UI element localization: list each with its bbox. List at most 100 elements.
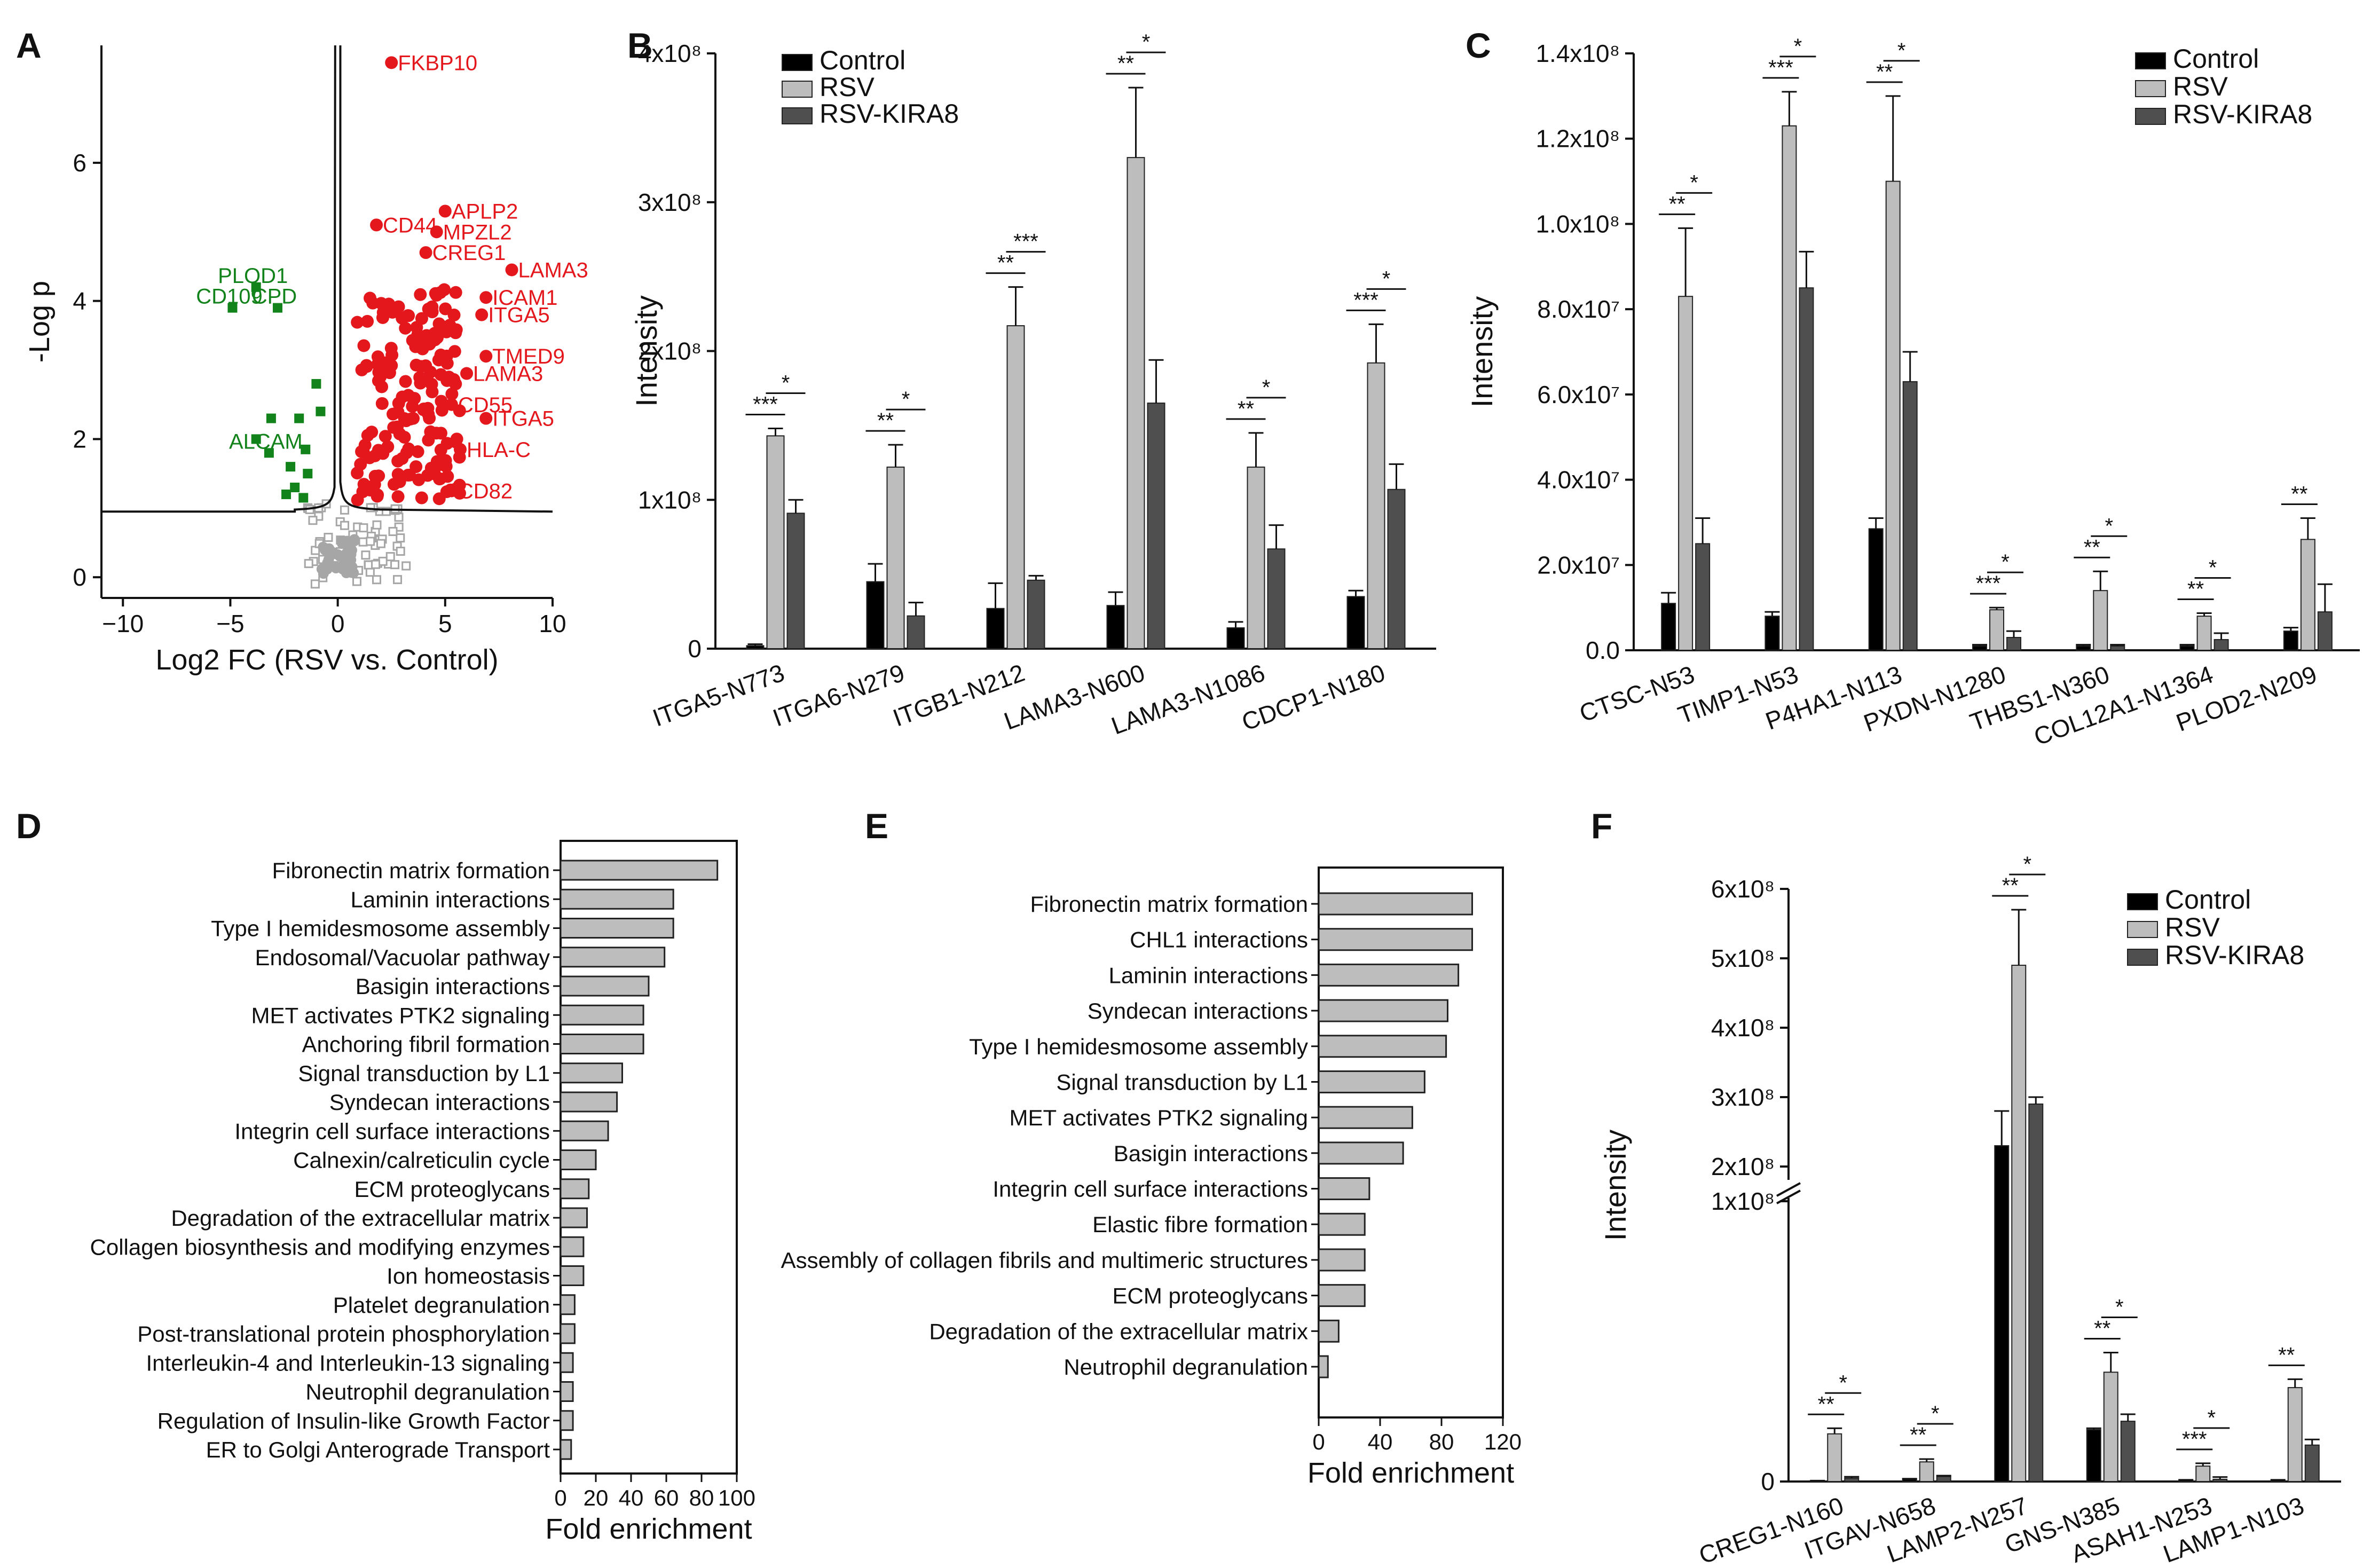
ns-point — [378, 556, 388, 566]
gene-label-up: ITGA5 — [488, 304, 550, 327]
y-tick-label: 3x10⁸ — [1711, 1083, 1775, 1111]
up-point — [413, 371, 427, 384]
bar — [2196, 616, 2212, 651]
up-point — [392, 397, 405, 410]
x-axis-label: Log2 FC (RSV vs. Control) — [155, 644, 498, 676]
x-tick-label: −10 — [102, 610, 144, 637]
up-point — [453, 443, 467, 456]
category-label: Integrin cell surface interactions — [234, 1118, 550, 1144]
up-point — [438, 204, 452, 218]
bar — [560, 1034, 644, 1054]
ns-point — [340, 521, 350, 530]
sig-label: * — [1931, 1402, 1940, 1425]
gene-label-down: PLOD1 — [218, 264, 288, 288]
bar — [1318, 1355, 1329, 1378]
up-point — [416, 403, 430, 416]
panel-d: D Fibronectin matrix formation Laminin int… — [16, 806, 755, 1545]
panel-e: E Fibronectin matrix formation CHL1 intera… — [781, 806, 1522, 1489]
bar — [2179, 645, 2195, 651]
sig-label: * — [1897, 39, 1906, 62]
y-tick-label: 3x10⁸ — [638, 188, 702, 216]
up-point — [409, 460, 423, 474]
sig-label: *** — [1976, 572, 2001, 595]
bar — [1661, 603, 1676, 651]
x-tick-label: 40 — [619, 1485, 644, 1510]
legend-swatch — [2135, 52, 2166, 69]
bar — [2195, 1465, 2211, 1482]
down-point — [266, 413, 276, 423]
y-tick-label: 1x10⁸ — [638, 486, 702, 514]
legend-swatch — [2127, 949, 2158, 966]
y-axis-label: Intensity — [1465, 296, 1499, 408]
up-point — [401, 309, 414, 322]
bar — [560, 1439, 572, 1460]
bar — [2028, 1104, 2044, 1482]
threshold-curve — [339, 45, 553, 513]
ns-point — [376, 539, 385, 548]
category-label: Syndecan interactions — [1088, 998, 1308, 1023]
x-axis-label: Fold enrichment — [1307, 1457, 1514, 1489]
up-point — [450, 432, 463, 446]
bar — [560, 1265, 585, 1286]
up-point — [387, 407, 400, 421]
panel-letter: F — [1591, 806, 1612, 846]
category-label: MET activates PTK2 signaling — [1010, 1105, 1308, 1130]
bar — [2120, 1421, 2136, 1482]
category-label: Type I hemidesmosome assembly — [969, 1034, 1308, 1059]
up-point — [432, 492, 446, 506]
up-point — [449, 286, 462, 299]
up-point — [370, 218, 383, 232]
y-axis-label: Intensity — [1598, 1130, 1632, 1241]
category-label: Basigin interactions — [1114, 1141, 1308, 1166]
bar — [1799, 287, 1814, 651]
bar — [560, 1004, 644, 1026]
legend-label: RSV — [820, 72, 875, 102]
up-point — [391, 490, 405, 503]
bar — [1367, 362, 1385, 649]
ns-point — [385, 552, 395, 562]
x-tick-label: 80 — [1429, 1429, 1454, 1454]
bar — [560, 1352, 574, 1373]
up-point — [421, 469, 435, 482]
bar — [1868, 528, 1884, 651]
bar — [746, 645, 765, 650]
ns-point — [324, 533, 333, 542]
bar — [560, 1410, 574, 1431]
bar — [1318, 892, 1473, 916]
sig-label: * — [2105, 514, 2113, 538]
gene-label-up: LAMA3 — [518, 258, 588, 282]
bar — [2103, 1372, 2118, 1482]
y-tick-label: 0 — [73, 563, 86, 591]
sig-label: ** — [1876, 60, 1893, 84]
y-tick-label: 4x10⁸ — [638, 40, 702, 67]
up-point — [387, 478, 400, 491]
gene-label-up: ICAM1 — [492, 286, 557, 310]
sig-label: * — [1839, 1371, 1847, 1394]
bar — [560, 1236, 585, 1257]
legend-label: RSV-KIRA8 — [2165, 940, 2304, 970]
bar — [1318, 963, 1460, 987]
category-label: Degradation of the extracellular matrix — [171, 1205, 550, 1231]
ns-point — [372, 520, 382, 530]
down-point — [294, 413, 304, 423]
sig-label: * — [1794, 35, 1802, 58]
sig-label: *** — [1013, 230, 1038, 254]
ns-point — [318, 541, 329, 553]
bar — [1147, 403, 1165, 649]
up-point — [399, 375, 412, 388]
y-tick-label: 1x10⁸ — [1711, 1187, 1775, 1215]
x-tick-label: 0 — [554, 1485, 566, 1510]
sig-label: ** — [2084, 535, 2100, 559]
up-point — [361, 429, 374, 442]
up-point — [435, 395, 448, 408]
sig-label: * — [1690, 171, 1698, 194]
down-point — [316, 406, 326, 416]
up-point — [434, 427, 447, 440]
ns-point — [396, 533, 405, 543]
bar — [1346, 596, 1365, 649]
bar — [886, 466, 905, 649]
sig-label: * — [902, 388, 910, 411]
category-label: Neutrophil degranulation — [1064, 1354, 1308, 1380]
ns-point — [308, 516, 318, 525]
